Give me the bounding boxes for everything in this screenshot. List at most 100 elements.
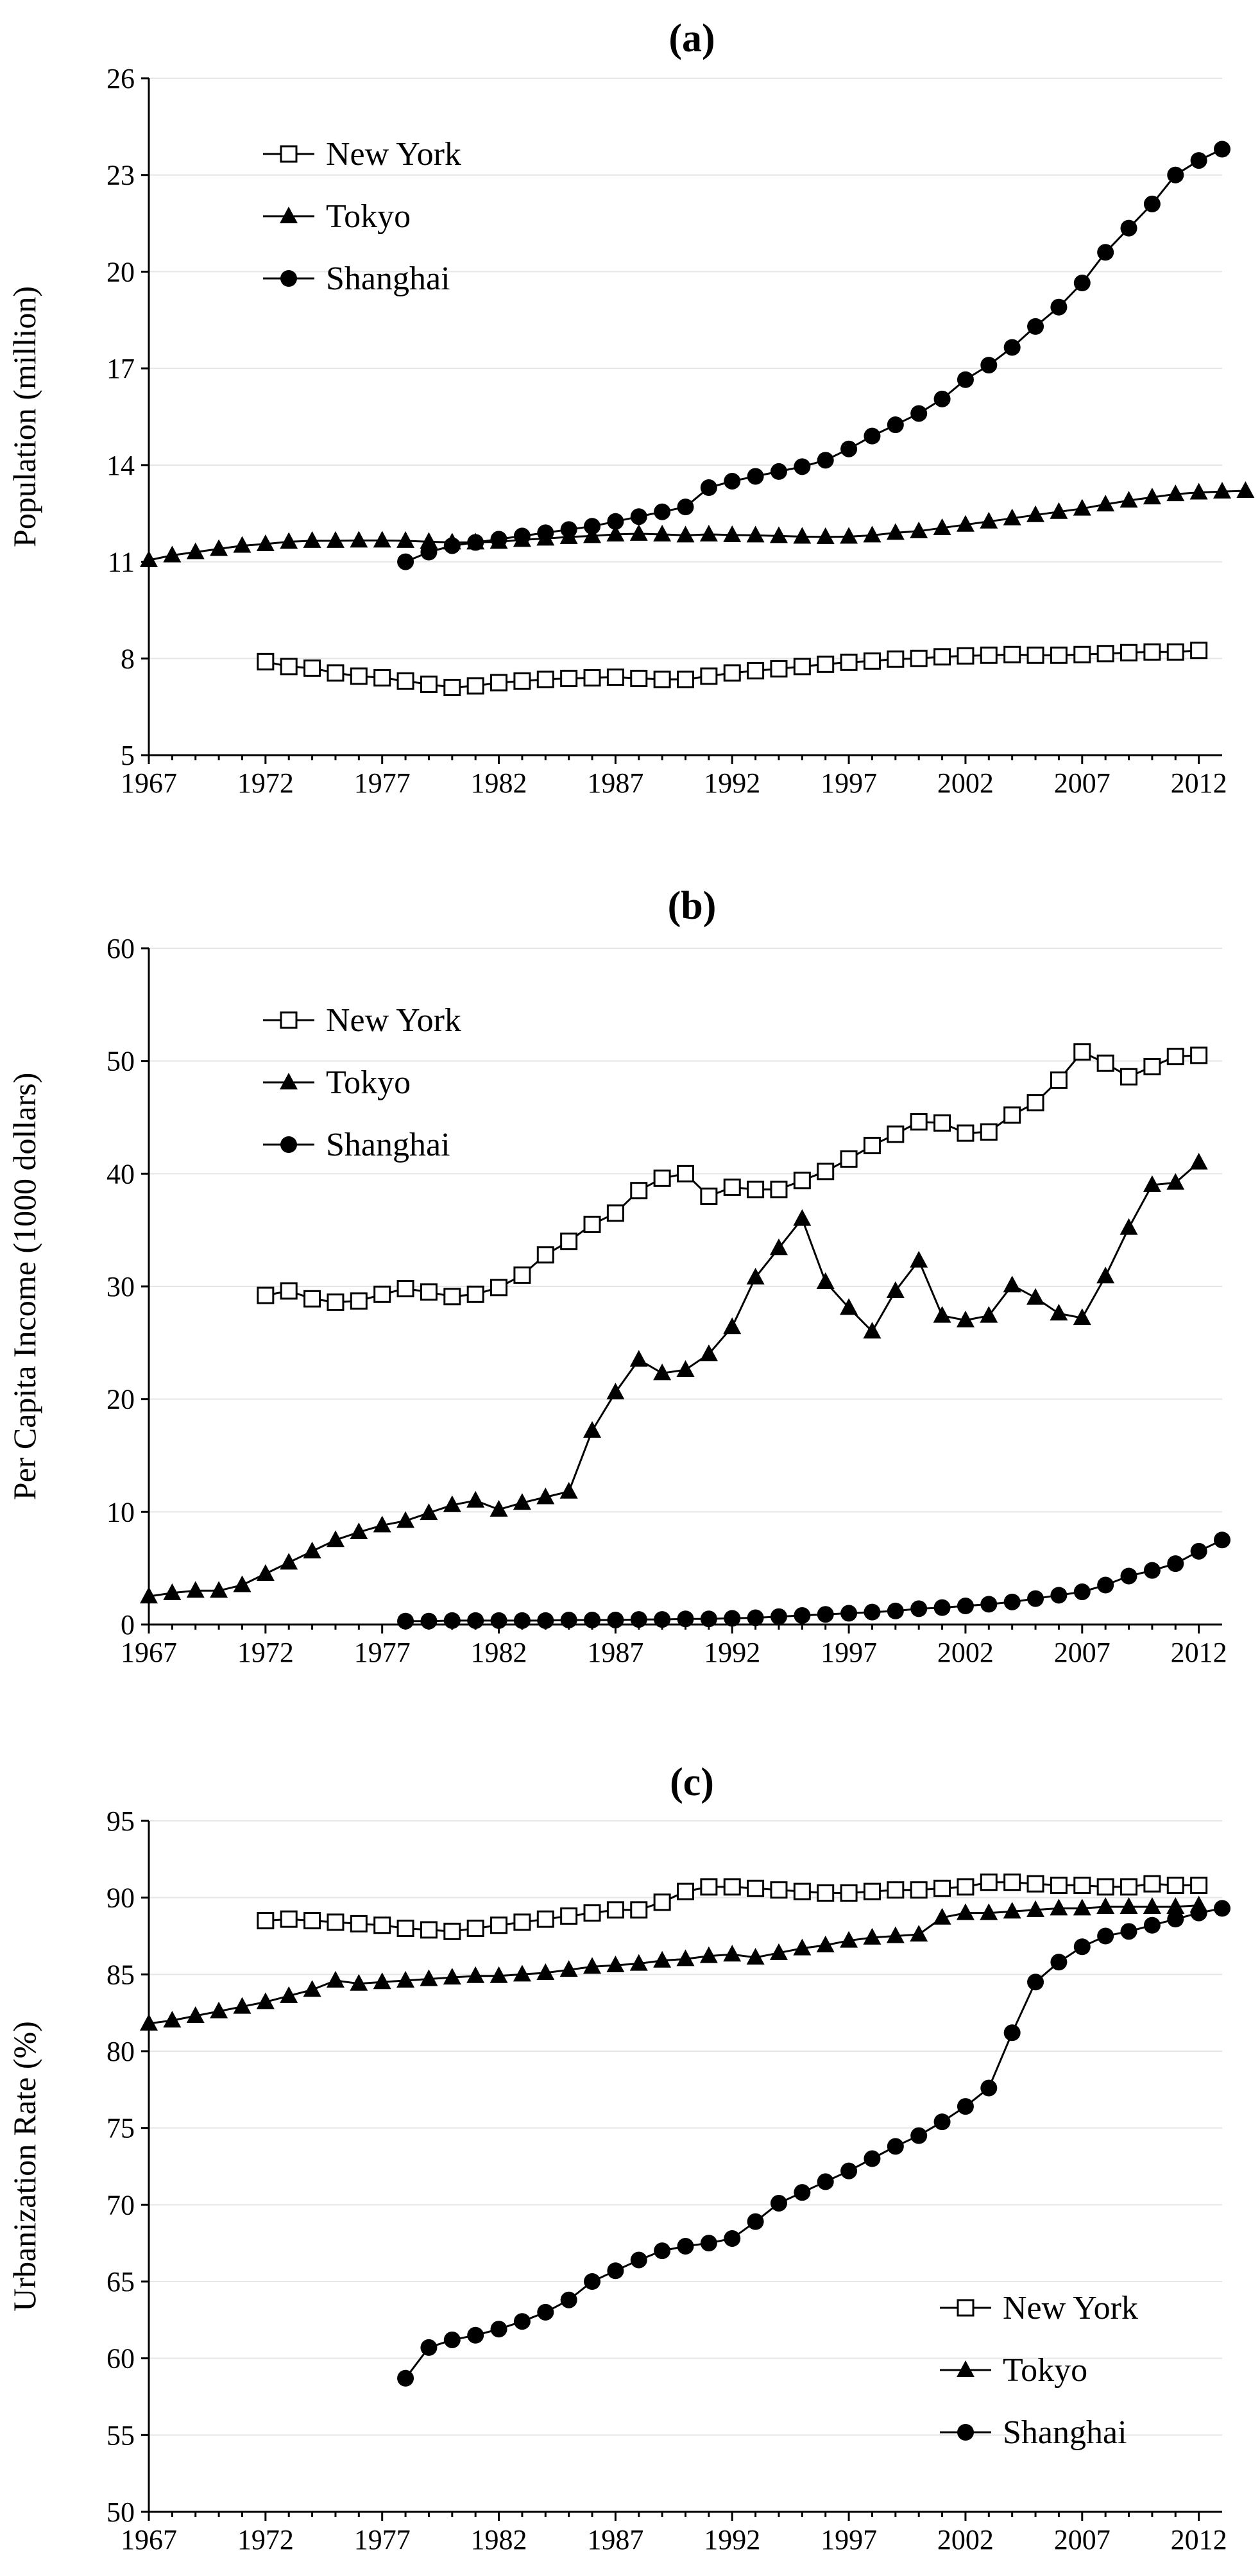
data-point	[723, 525, 742, 542]
data-point	[163, 545, 182, 563]
y-tick-label: 75	[106, 2113, 135, 2144]
data-point	[373, 1972, 391, 1990]
legend-marker	[957, 2360, 975, 2377]
data-point	[397, 2369, 414, 2387]
data-point	[327, 1913, 345, 1931]
data-point	[233, 536, 251, 553]
data-point	[746, 525, 765, 543]
data-point	[513, 1965, 531, 1982]
data-point	[630, 669, 648, 687]
data-point	[1073, 1583, 1091, 1601]
data-point	[1096, 645, 1114, 663]
series-line	[148, 1904, 1199, 2025]
data-point	[1236, 481, 1255, 499]
data-point	[233, 1575, 251, 1592]
data-point	[980, 1903, 998, 1920]
legend-label: Tokyo	[326, 198, 411, 235]
data-point	[280, 1282, 298, 1300]
data-point	[396, 531, 415, 548]
data-point	[863, 1927, 881, 1945]
data-point	[770, 1881, 788, 1899]
data-point	[373, 1285, 391, 1303]
data-point	[350, 1522, 368, 1539]
x-tick-label: 2002	[937, 1637, 994, 1668]
data-point	[933, 1114, 951, 1132]
data-point	[1190, 1877, 1208, 1895]
data-point	[210, 1581, 228, 1598]
y-tick-label: 0	[121, 1609, 135, 1641]
data-point	[490, 1916, 508, 1934]
data-point	[584, 518, 601, 535]
x-tick-label: 1977	[354, 1637, 411, 1668]
data-point	[629, 524, 648, 541]
data-point	[653, 1363, 672, 1381]
data-point	[1073, 499, 1091, 516]
data-point	[793, 1172, 811, 1190]
data-point	[817, 1884, 835, 1902]
data-point	[840, 440, 858, 457]
data-point	[583, 526, 602, 543]
y-tick-label: 60	[106, 2343, 135, 2375]
data-point	[770, 660, 788, 678]
data-point	[1166, 1173, 1185, 1190]
legend-new-york: New York	[263, 136, 461, 173]
data-point	[700, 479, 717, 497]
data-point	[233, 1997, 251, 2014]
y-axis-label: Urbanization Rate (%)	[6, 2021, 42, 2312]
data-point	[140, 1587, 158, 1604]
data-point	[699, 1946, 718, 1963]
data-point	[840, 1605, 858, 1622]
data-point	[653, 1893, 671, 1911]
data-point	[700, 1878, 718, 1896]
data-point	[1190, 1904, 1207, 1922]
data-point	[490, 1279, 508, 1297]
data-point	[910, 1250, 928, 1268]
data-point	[1166, 484, 1185, 502]
legend-tokyo: Tokyo	[263, 198, 411, 235]
y-tick-label: 30	[106, 1271, 135, 1302]
data-point	[677, 1610, 694, 1628]
data-point	[956, 515, 975, 532]
data-point	[654, 503, 671, 520]
data-point	[1050, 1071, 1068, 1089]
data-point	[163, 1583, 182, 1600]
data-point	[280, 1553, 298, 1570]
data-point	[1143, 488, 1161, 505]
data-point	[1003, 1275, 1021, 1293]
data-point	[980, 1596, 998, 1613]
data-point	[817, 1606, 834, 1623]
data-point	[1213, 482, 1231, 499]
data-point	[1120, 1567, 1137, 1585]
data-point	[303, 531, 321, 548]
data-point	[886, 523, 905, 540]
y-tick-label: 23	[106, 160, 135, 191]
x-tick-label: 2007	[1054, 767, 1111, 799]
data-point	[630, 1901, 648, 1919]
data-point	[770, 463, 787, 480]
data-point	[303, 1912, 321, 1930]
data-point	[537, 1612, 554, 1629]
series-new-york	[257, 1043, 1208, 1311]
x-tick-label: 1977	[354, 2524, 411, 2555]
y-tick-label: 70	[106, 2189, 135, 2221]
data-point	[606, 524, 625, 542]
series-tokyo	[140, 1895, 1208, 2031]
x-tick-label: 2007	[1054, 2524, 1111, 2555]
data-point	[1167, 166, 1184, 183]
legend-label: Shanghai	[1003, 2414, 1127, 2451]
data-point	[747, 468, 764, 485]
data-point	[326, 1970, 345, 1988]
legend-label: Tokyo	[1003, 2352, 1087, 2389]
data-point	[606, 1955, 625, 1972]
data-point	[957, 1878, 975, 1896]
data-point	[466, 677, 484, 695]
data-point	[560, 1233, 578, 1250]
data-point	[513, 1913, 531, 1931]
data-point	[654, 2242, 671, 2260]
data-point	[863, 525, 881, 543]
series-line	[148, 1161, 1200, 1598]
data-point	[980, 357, 998, 374]
data-point	[210, 539, 228, 556]
data-point	[443, 1922, 461, 1940]
